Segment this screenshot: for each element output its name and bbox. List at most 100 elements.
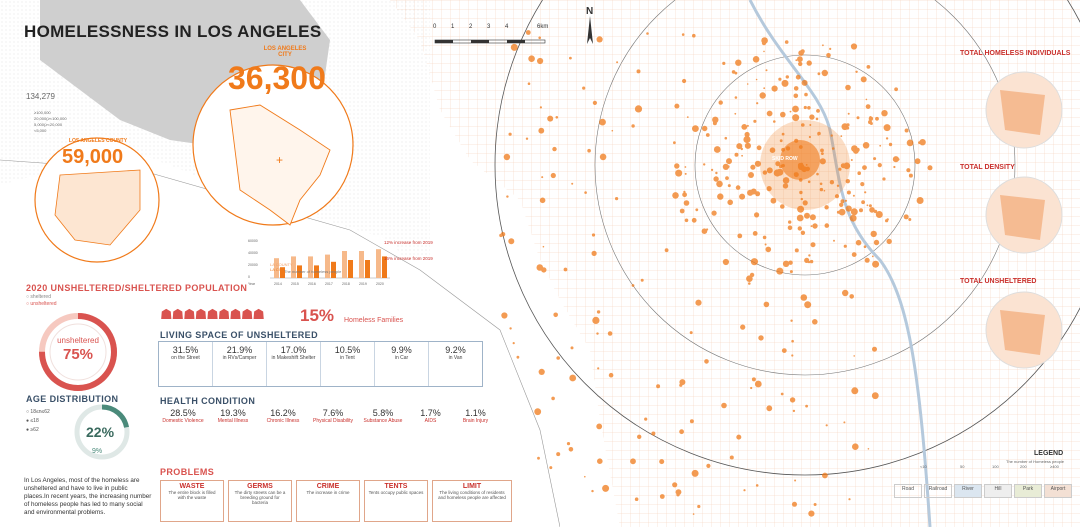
homeless-dot [853, 148, 859, 154]
homeless-dot [755, 78, 758, 81]
homeless-dot [836, 210, 840, 214]
homeless-dot [599, 153, 607, 161]
homeless-dot [816, 172, 819, 176]
homeless-dot [569, 374, 577, 382]
living-title: LIVING SPACE OF UNSHELTERED [160, 330, 318, 340]
homeless-dot [539, 197, 546, 204]
homeless-dot [794, 248, 799, 253]
homeless-dot [788, 220, 792, 224]
homeless-dot [596, 310, 601, 314]
chart-legend: LA COUNTY LA CITY [270, 262, 293, 272]
homeless-dot [766, 405, 773, 412]
homeless-dot [646, 32, 649, 35]
homeless-dot [538, 368, 545, 375]
problem-item: GERMS The dirty streets can be a breeding… [228, 480, 292, 522]
us-legend-item: 20,000(≥<100,000 [34, 116, 67, 121]
homeless-dot [875, 116, 879, 121]
chart-note-2: 16% increase from 2019 [384, 256, 433, 261]
county-bar [342, 251, 347, 278]
homeless-dot [743, 135, 751, 144]
homeless-dot [552, 146, 557, 152]
homeless-dot [855, 70, 858, 74]
homeless-dot [556, 452, 561, 457]
homeless-dot [734, 152, 739, 157]
homeless-dot [810, 242, 816, 248]
homeless-dot [830, 134, 833, 137]
population-title: 2020 UNSHELTERED/SHELTERED POPULATION [26, 283, 248, 293]
scale-tick: 1 [451, 24, 455, 30]
homeless-dot [553, 312, 558, 318]
homeless-dot [798, 178, 803, 182]
homeless-dot [765, 246, 772, 253]
homeless-dot [853, 355, 855, 357]
homeless-dot [761, 41, 767, 46]
homeless-dot [861, 200, 865, 205]
homeless-dot [706, 463, 711, 468]
homeless-dot [681, 33, 685, 36]
homeless-dot [527, 82, 531, 85]
homeless-dot [785, 75, 789, 79]
city-bar [297, 265, 302, 278]
age-big: 22% [86, 424, 115, 440]
legend-size: 100 [992, 464, 999, 469]
homeless-dot [501, 312, 508, 319]
homeless-dot [849, 214, 857, 222]
homeless-dot [879, 144, 882, 147]
homeless-dot [779, 139, 783, 143]
homeless-dot [845, 179, 850, 184]
homeless-dot [812, 223, 818, 229]
legend-title: LEGEND [1034, 450, 1064, 457]
homeless-dot [508, 132, 512, 136]
homeless-dot [754, 160, 762, 167]
homeless-dot [615, 197, 619, 201]
homeless-dot [870, 230, 877, 238]
homeless-dot [752, 56, 760, 63]
homeless-dot [676, 493, 680, 497]
homeless-dot [886, 238, 892, 245]
homeless-dot [538, 36, 541, 40]
homeless-dot [765, 69, 768, 72]
homeless-dot [815, 117, 819, 121]
homeless-dot [794, 479, 797, 482]
homeless-dot [855, 239, 862, 246]
homeless-dot [840, 199, 845, 204]
city-bar [331, 261, 336, 278]
homeless-dot [582, 86, 586, 90]
homeless-dot [672, 192, 679, 199]
homeless-dot [817, 131, 821, 136]
homeless-dot [773, 120, 776, 123]
homeless-dot [751, 377, 756, 382]
health-item: 1.7% AIDS [408, 408, 453, 424]
homeless-dot [780, 111, 786, 118]
homeless-dot [591, 489, 594, 493]
homeless-dot [725, 176, 729, 181]
homeless-dot [860, 182, 865, 187]
homeless-dot [744, 142, 752, 149]
homeless-dot [852, 443, 859, 451]
homeless-dot [683, 200, 690, 206]
homeless-dot [821, 69, 828, 77]
health-label: Chronic Illness [266, 418, 300, 424]
homeless-dot [843, 244, 847, 248]
homeless-dot [659, 459, 665, 465]
chart-year: 2015 [291, 282, 299, 286]
homeless-dot [541, 176, 544, 179]
homeless-dot [904, 128, 909, 133]
homeless-dot [851, 252, 857, 257]
living-pct: 9.9% [391, 345, 412, 355]
homeless-dot [782, 260, 790, 267]
homeless-dot [851, 387, 859, 395]
homeless-dot [790, 319, 793, 322]
homeless-dot [746, 124, 749, 127]
homeless-dot [849, 294, 854, 299]
problem-desc: The increase in crime [306, 490, 350, 495]
homeless-dot [885, 219, 889, 223]
homeless-dot [871, 255, 874, 258]
homeless-dot [541, 267, 547, 273]
city-value: 36,300 [228, 60, 326, 96]
homeless-dot [826, 53, 831, 58]
homeless-dot [795, 74, 801, 80]
homeless-dot [866, 65, 871, 69]
city-bar [365, 260, 370, 278]
homeless-dot [822, 44, 824, 47]
